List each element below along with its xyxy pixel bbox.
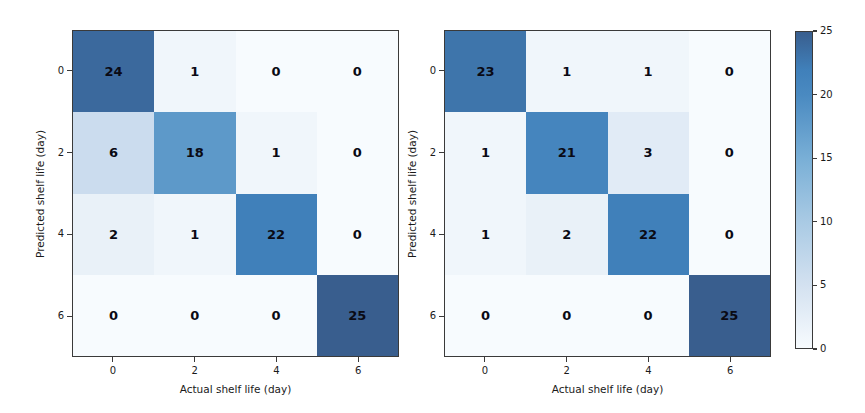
x-tick-label: 2 — [183, 364, 207, 378]
x-tick-mark — [276, 357, 277, 362]
y-tick-mark — [67, 234, 72, 235]
colorbar-tick-mark — [813, 348, 817, 349]
y-tick-label: 0 — [416, 64, 436, 78]
y-tick-mark — [67, 70, 72, 71]
x-axis-label: Actual shelf life (day) — [72, 382, 399, 396]
heatmap-cell: 23 — [445, 31, 526, 112]
heatmap-cell: 0 — [236, 31, 317, 112]
x-tick-label: 2 — [555, 364, 579, 378]
heatmap-cell: 1 — [445, 194, 526, 275]
heatmap-cell: 18 — [154, 112, 235, 193]
heatmap-cell: 0 — [236, 275, 317, 356]
heatmap-cell: 22 — [608, 194, 689, 275]
y-tick-mark — [67, 316, 72, 317]
figure: 24100618102122000025 Actual shelf life (… — [0, 0, 865, 413]
y-tick-mark — [67, 152, 72, 153]
y-axis-label: Predicted shelf life (day) — [32, 30, 46, 357]
heatmap-cell: 2 — [526, 194, 607, 275]
colorbar-tick-label: 5 — [820, 278, 842, 292]
heatmap-cell: 2 — [73, 194, 154, 275]
y-tick-mark — [439, 234, 444, 235]
colorbar-tick-label: 20 — [820, 88, 842, 102]
x-tick-mark — [566, 357, 567, 362]
x-tick-mark — [484, 357, 485, 362]
heatmap-cell: 0 — [526, 275, 607, 356]
heatmap-cell: 0 — [317, 112, 398, 193]
heatmap-cell: 0 — [689, 112, 770, 193]
colorbar-tick-mark — [813, 94, 817, 95]
heatmap-cell: 0 — [445, 275, 526, 356]
x-tick-label: 4 — [636, 364, 660, 378]
colorbar-tick-label: 15 — [820, 151, 842, 165]
x-tick-label: 4 — [264, 364, 288, 378]
x-tick-mark — [358, 357, 359, 362]
colorbar — [795, 31, 813, 349]
y-tick-label: 0 — [44, 64, 64, 78]
x-tick-label: 0 — [101, 364, 125, 378]
colorbar-tick-mark — [813, 285, 817, 286]
heatmap-cell: 1 — [608, 31, 689, 112]
heatmap-cell: 0 — [608, 275, 689, 356]
x-tick-mark — [730, 357, 731, 362]
heatmap-cell: 1 — [236, 112, 317, 193]
y-tick-mark — [439, 70, 444, 71]
heatmap-cell: 22 — [236, 194, 317, 275]
heatmap-cell: 1 — [154, 194, 235, 275]
x-tick-mark — [648, 357, 649, 362]
x-tick-label: 0 — [473, 364, 497, 378]
heatmap-cell: 0 — [689, 194, 770, 275]
heatmap-cell: 0 — [317, 194, 398, 275]
heatmap-cell: 25 — [689, 275, 770, 356]
y-tick-mark — [439, 316, 444, 317]
heatmap-cell: 1 — [526, 31, 607, 112]
colorbar-tick-mark — [813, 30, 817, 31]
heatmap-cell: 21 — [526, 112, 607, 193]
y-tick-label: 6 — [44, 309, 64, 323]
heatmap-cell: 24 — [73, 31, 154, 112]
x-tick-label: 6 — [718, 364, 742, 378]
heatmap-grid-left: 24100618102122000025 — [72, 30, 399, 357]
heatmap-cell: 1 — [445, 112, 526, 193]
colorbar-tick-label: 0 — [820, 342, 842, 356]
heatmap-cell: 1 — [154, 31, 235, 112]
heatmap-cell: 25 — [317, 275, 398, 356]
heatmap-cell: 0 — [317, 31, 398, 112]
heatmap-cell: 0 — [73, 275, 154, 356]
colorbar-tick-mark — [813, 221, 817, 222]
x-tick-mark — [194, 357, 195, 362]
heatmap-cell: 0 — [689, 31, 770, 112]
x-tick-label: 6 — [346, 364, 370, 378]
y-axis-label: Predicted shelf life (day) — [404, 30, 418, 357]
colorbar-tick-label: 25 — [820, 24, 842, 38]
x-axis-label: Actual shelf life (day) — [444, 382, 771, 396]
heatmap-cell: 6 — [73, 112, 154, 193]
y-tick-mark — [439, 152, 444, 153]
heatmap-grid-right: 23110121301222000025 — [444, 30, 771, 357]
heatmap-cell: 0 — [154, 275, 235, 356]
x-tick-mark — [112, 357, 113, 362]
y-tick-label: 2 — [416, 146, 436, 160]
colorbar-tick-mark — [813, 158, 817, 159]
heatmap-cell: 3 — [608, 112, 689, 193]
y-tick-label: 4 — [416, 227, 436, 241]
y-tick-label: 2 — [44, 146, 64, 160]
y-tick-label: 4 — [44, 227, 64, 241]
colorbar-tick-label: 10 — [820, 215, 842, 229]
y-tick-label: 6 — [416, 309, 436, 323]
